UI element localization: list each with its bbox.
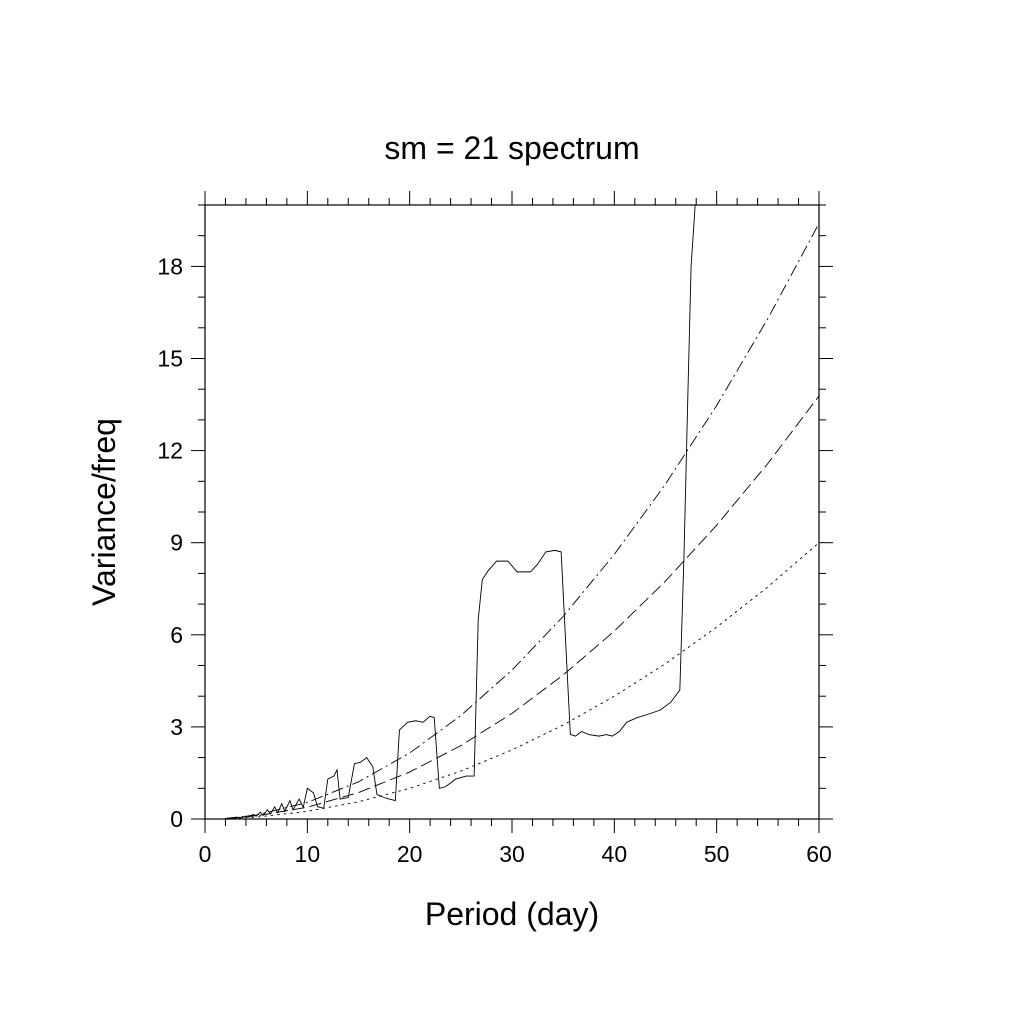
axis-ticks bbox=[191, 191, 833, 833]
y-tick-label: 15 bbox=[157, 346, 183, 372]
series-group bbox=[225, 205, 819, 819]
series-line-dotted bbox=[225, 542, 819, 819]
chart-title: sm = 21 spectrum bbox=[384, 130, 639, 166]
y-tick-label: 12 bbox=[157, 438, 183, 464]
x-tick-label: 30 bbox=[499, 841, 525, 867]
y-tick-label: 3 bbox=[170, 714, 183, 740]
y-tick-label: 6 bbox=[170, 622, 183, 648]
x-tick-label: 20 bbox=[397, 841, 423, 867]
x-tick-label: 10 bbox=[295, 841, 321, 867]
tick-labels: 0 10 20 30 40 50 60 0 3 6 9 12 15 18 bbox=[157, 253, 831, 867]
x-tick-label: 0 bbox=[199, 841, 212, 867]
series-line-solid bbox=[225, 205, 696, 819]
series-line-dashed bbox=[225, 395, 819, 819]
y-tick-label: 0 bbox=[170, 806, 183, 832]
x-tick-label: 50 bbox=[704, 841, 730, 867]
x-axis-label: Period (day) bbox=[425, 896, 599, 932]
series-line-dashdot bbox=[225, 223, 819, 819]
y-tick-label: 9 bbox=[170, 530, 183, 556]
x-tick-label: 60 bbox=[806, 841, 832, 867]
y-tick-label: 18 bbox=[157, 253, 183, 279]
y-axis-label: Variance/freq bbox=[86, 418, 122, 606]
plot-frame bbox=[204, 204, 820, 820]
x-tick-label: 40 bbox=[602, 841, 628, 867]
